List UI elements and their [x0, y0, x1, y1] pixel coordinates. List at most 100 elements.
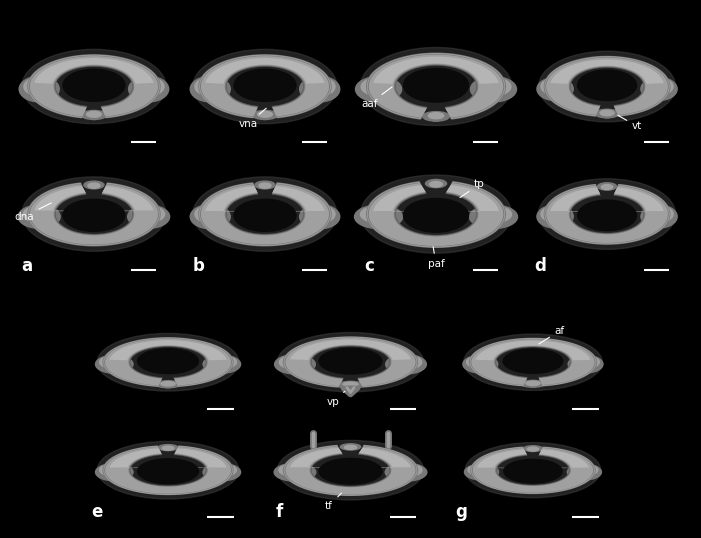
PathPatch shape	[290, 448, 411, 468]
Ellipse shape	[211, 356, 236, 369]
Ellipse shape	[29, 81, 44, 90]
Ellipse shape	[88, 183, 100, 188]
PathPatch shape	[369, 54, 503, 118]
Ellipse shape	[278, 332, 423, 392]
Ellipse shape	[144, 81, 158, 90]
Text: aaf: aaf	[361, 87, 392, 109]
Ellipse shape	[299, 204, 340, 229]
Text: vna: vna	[239, 108, 266, 129]
PathPatch shape	[198, 182, 332, 246]
Ellipse shape	[95, 355, 133, 373]
Ellipse shape	[394, 356, 422, 369]
PathPatch shape	[102, 445, 233, 495]
Ellipse shape	[568, 356, 603, 373]
Ellipse shape	[401, 466, 416, 472]
Ellipse shape	[343, 382, 358, 387]
Text: f: f	[275, 504, 283, 521]
Ellipse shape	[261, 116, 269, 119]
Ellipse shape	[193, 177, 337, 251]
Ellipse shape	[341, 444, 360, 450]
Ellipse shape	[259, 183, 271, 188]
PathPatch shape	[469, 338, 597, 386]
Ellipse shape	[541, 79, 566, 94]
Ellipse shape	[308, 206, 335, 222]
Ellipse shape	[600, 110, 614, 116]
Ellipse shape	[595, 109, 619, 118]
Ellipse shape	[655, 81, 668, 89]
Ellipse shape	[582, 358, 594, 364]
PathPatch shape	[369, 183, 503, 246]
Ellipse shape	[472, 466, 485, 472]
Ellipse shape	[361, 78, 393, 95]
PathPatch shape	[366, 53, 506, 119]
Text: a: a	[22, 257, 33, 275]
Ellipse shape	[386, 355, 426, 374]
Ellipse shape	[29, 209, 44, 217]
PathPatch shape	[550, 187, 664, 212]
PathPatch shape	[475, 341, 590, 360]
Ellipse shape	[338, 381, 363, 388]
Ellipse shape	[195, 78, 222, 95]
Ellipse shape	[538, 51, 676, 122]
Ellipse shape	[367, 209, 385, 217]
PathPatch shape	[105, 447, 231, 494]
PathPatch shape	[105, 338, 231, 386]
Ellipse shape	[315, 81, 329, 90]
Text: dna: dna	[14, 203, 51, 222]
Ellipse shape	[426, 180, 447, 188]
PathPatch shape	[546, 58, 668, 115]
Ellipse shape	[128, 76, 169, 102]
PathPatch shape	[477, 449, 589, 468]
Ellipse shape	[211, 464, 236, 476]
Text: d: d	[534, 257, 546, 275]
Ellipse shape	[465, 443, 601, 498]
Ellipse shape	[128, 205, 170, 228]
Ellipse shape	[604, 114, 611, 118]
Ellipse shape	[285, 358, 300, 365]
Ellipse shape	[648, 206, 673, 222]
Ellipse shape	[90, 116, 98, 119]
Ellipse shape	[203, 464, 240, 481]
Ellipse shape	[597, 183, 617, 190]
Ellipse shape	[84, 181, 104, 189]
PathPatch shape	[471, 339, 594, 385]
Ellipse shape	[95, 464, 133, 481]
PathPatch shape	[283, 445, 418, 496]
PathPatch shape	[27, 54, 161, 118]
Ellipse shape	[63, 69, 125, 101]
Ellipse shape	[258, 111, 272, 117]
Text: g: g	[456, 504, 468, 521]
Ellipse shape	[355, 205, 402, 229]
Ellipse shape	[162, 446, 174, 450]
Ellipse shape	[97, 334, 239, 391]
Ellipse shape	[467, 356, 491, 368]
Ellipse shape	[578, 200, 637, 231]
PathPatch shape	[205, 58, 325, 84]
Ellipse shape	[278, 441, 423, 500]
Ellipse shape	[541, 206, 566, 222]
Ellipse shape	[641, 77, 677, 101]
FancyArrowPatch shape	[346, 386, 355, 392]
PathPatch shape	[290, 339, 411, 360]
Text: b: b	[192, 257, 204, 275]
Ellipse shape	[218, 358, 231, 364]
Ellipse shape	[538, 179, 676, 250]
Ellipse shape	[346, 386, 355, 388]
PathPatch shape	[34, 186, 154, 211]
Ellipse shape	[218, 466, 231, 472]
Ellipse shape	[355, 76, 402, 102]
Ellipse shape	[546, 81, 559, 89]
Ellipse shape	[575, 465, 598, 476]
Ellipse shape	[22, 177, 166, 251]
Ellipse shape	[529, 384, 537, 387]
Ellipse shape	[156, 381, 181, 388]
Ellipse shape	[274, 463, 315, 481]
Ellipse shape	[63, 199, 125, 231]
Ellipse shape	[468, 465, 491, 476]
Ellipse shape	[546, 209, 559, 217]
Ellipse shape	[161, 381, 175, 386]
PathPatch shape	[109, 340, 226, 360]
Ellipse shape	[195, 206, 222, 222]
PathPatch shape	[544, 184, 670, 245]
Ellipse shape	[315, 209, 329, 217]
